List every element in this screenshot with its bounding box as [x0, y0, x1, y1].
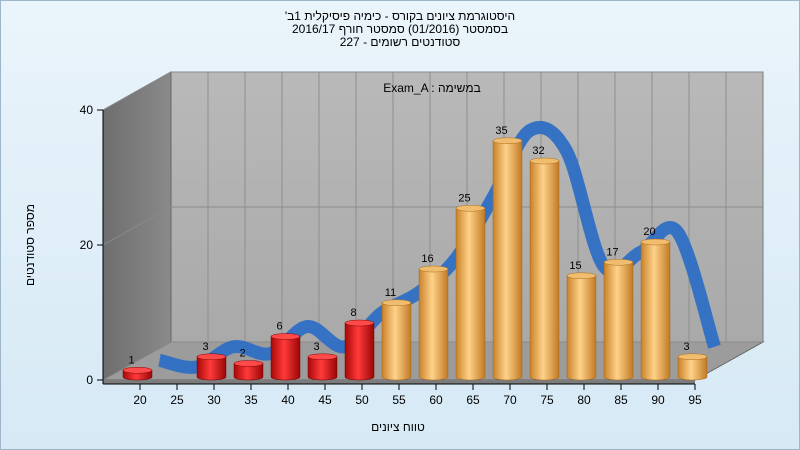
bar-body: [196, 356, 227, 381]
histogram-bar: [529, 157, 560, 381]
horizontal-gridline: [102, 341, 763, 381]
y-axis-label: מספר סטודנטים: [23, 203, 37, 287]
bar-body: [344, 322, 375, 381]
bar-top: [233, 360, 264, 367]
x-tick-label: 45: [318, 393, 332, 407]
bar-value-label: 17: [606, 246, 618, 258]
bar-value-label: 16: [421, 253, 433, 265]
chart-subtitle-students: סטודנטים רשומים - 227: [339, 35, 461, 49]
bar-top: [640, 238, 671, 246]
histogram-bar: [455, 204, 486, 381]
chart-subtitle: בסמסטר (01/2016) סמסטר חורף 2016/17: [291, 22, 509, 36]
x-tick-label: 25: [170, 393, 184, 407]
bar-value-label: 11: [385, 287, 396, 299]
bar-value-label: 3: [313, 341, 319, 353]
x-tick-label: 50: [355, 393, 369, 407]
bar-value-label: 20: [643, 226, 655, 238]
histogram-bar: [233, 360, 264, 381]
chart-annotation: Exam_A : במשימה: [383, 81, 481, 95]
histogram-bar: [344, 319, 375, 381]
bar-body: [677, 356, 708, 381]
horizontal-gridline: [102, 71, 763, 111]
bar-body: [270, 336, 301, 381]
x-tick-label: 70: [503, 393, 517, 407]
bar-top: [492, 137, 523, 145]
x-tick-label: 30: [207, 393, 221, 407]
histogram-bar: [492, 137, 523, 381]
y-tick-label: 40: [80, 103, 94, 117]
histogram-bar: [122, 366, 153, 381]
y-tick-label: 0: [86, 373, 93, 387]
bar-value-label: 32: [532, 145, 544, 157]
bar-body: [640, 241, 671, 381]
histogram-bar: [307, 353, 338, 381]
horizontal-gridline: [102, 206, 763, 246]
bar-body: [566, 275, 597, 381]
x-axis-label: טווח ציונים: [371, 420, 425, 434]
chart-titles: היסטוגרמת ציונים בקורס - כימיה פיסיקלית …: [0, 10, 800, 49]
x-tick-label: 85: [614, 393, 628, 407]
bar-value-label: 6: [276, 321, 282, 333]
bar-top: [677, 353, 708, 361]
bar-value-label: 8: [350, 307, 356, 319]
histogram-bar: [677, 353, 708, 381]
bar-body: [418, 268, 449, 381]
bar-body: [307, 356, 338, 381]
x-tick-label: 55: [392, 393, 406, 407]
bar-value-label: 15: [569, 260, 581, 272]
bar-value-label: 3: [683, 341, 689, 353]
bar-value-label: 1: [128, 354, 134, 366]
histogram-bar: [270, 333, 301, 381]
x-tick-label: 95: [688, 393, 702, 407]
x-tick-label: 20: [133, 393, 147, 407]
x-tick-label: 80: [577, 393, 591, 407]
x-tick-label: 60: [429, 393, 443, 407]
x-tick-label: 40: [281, 393, 295, 407]
histogram-bar: [640, 238, 671, 381]
bar-top: [122, 366, 153, 374]
bar-body: [233, 363, 264, 381]
bar-value-label: 25: [458, 192, 470, 204]
bar-value-label: 3: [202, 341, 208, 353]
x-tick-label: 35: [244, 393, 258, 407]
bar-top: [603, 258, 634, 266]
histogram-bar: [603, 258, 634, 381]
bar-body: [492, 140, 523, 381]
bar-top: [418, 265, 449, 273]
bar-value-label: 2: [239, 348, 245, 360]
x-tick-label: 90: [651, 393, 665, 407]
histogram-bar: [566, 272, 597, 381]
bar-body: [381, 302, 412, 381]
bar-body: [603, 261, 634, 381]
bar-top: [566, 272, 597, 280]
x-tick-label: 75: [540, 393, 554, 407]
bar-body: [455, 207, 486, 381]
chart-title: היסטוגרמת ציונים בקורס - כימיה פיסיקלית …: [284, 9, 516, 23]
histogram-bar: [381, 299, 412, 381]
bar-top: [529, 157, 560, 165]
bar-top: [270, 333, 301, 340]
x-tick-label: 65: [466, 393, 480, 407]
bar-top: [307, 353, 338, 361]
trend-ribbon: [157, 120, 721, 374]
bar-top: [344, 319, 375, 327]
bar-value-label: 35: [495, 125, 507, 137]
y-tick-label: 20: [80, 238, 94, 252]
floor-edge: [103, 380, 695, 384]
bar-top: [196, 353, 227, 361]
histogram-bar: [418, 265, 449, 381]
bar-top: [455, 204, 486, 212]
histogram-bar: [196, 353, 227, 381]
bar-top: [381, 299, 412, 307]
bar-body: [529, 160, 560, 381]
